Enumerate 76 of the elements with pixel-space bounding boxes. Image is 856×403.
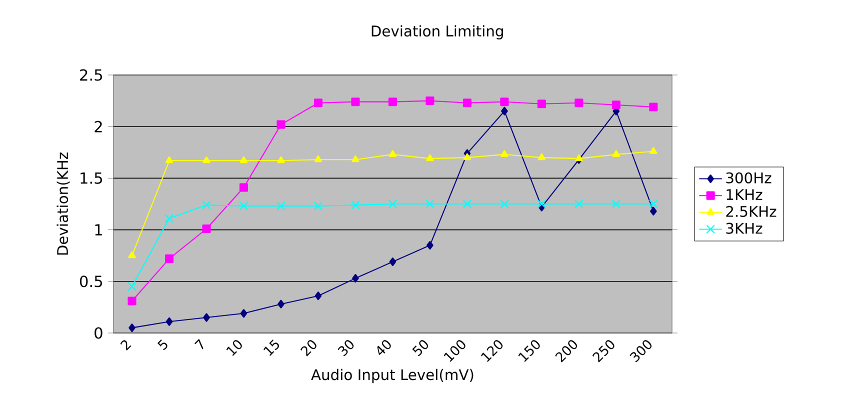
x-tick-label: 50 (412, 340, 428, 356)
legend-label: 1KHz (726, 189, 762, 200)
point (426, 241, 434, 250)
point (650, 206, 657, 216)
point (314, 98, 322, 108)
point (277, 156, 285, 164)
x-tick-label: 250 (592, 340, 614, 362)
point (239, 202, 248, 210)
point (276, 120, 286, 129)
point (166, 317, 173, 326)
x-tick-label: 20 (300, 340, 316, 356)
x-tick-label: 40 (377, 340, 391, 355)
point (500, 150, 508, 157)
point (537, 100, 546, 108)
x-axis-title: Audio Input Level(mV) (311, 368, 474, 384)
point (538, 153, 546, 160)
point (128, 251, 136, 258)
point (463, 153, 472, 160)
chart-title: Deviation Limiting (372, 25, 503, 40)
point (389, 258, 396, 266)
legend-label: 300Hz (726, 172, 772, 184)
point (128, 296, 136, 306)
point (202, 156, 210, 164)
point (388, 98, 397, 106)
y-tick-label: 2 (94, 120, 102, 132)
x-tick-label: 5 (157, 339, 168, 350)
point (462, 98, 472, 108)
point (388, 150, 397, 157)
point (612, 150, 620, 157)
point (240, 309, 248, 318)
point (314, 292, 322, 300)
x-tick-label: 150 (518, 340, 540, 362)
point (537, 200, 546, 208)
point (239, 183, 248, 192)
x-tick-label: 200 (555, 340, 578, 362)
point (612, 100, 620, 110)
point (164, 214, 174, 223)
point (426, 96, 434, 106)
point (164, 254, 174, 263)
point (128, 324, 136, 332)
x-tick-label: 7 (194, 339, 204, 350)
legend-label: 2.5KHz (726, 206, 776, 217)
x-tick-label: 100 (444, 340, 466, 362)
point (649, 102, 658, 112)
y-tick-label: 0.5 (80, 276, 102, 288)
x-tick-label: 120 (481, 340, 503, 362)
legend-label: 3KHz (726, 222, 762, 234)
point (202, 224, 211, 234)
point (501, 106, 508, 116)
point (352, 155, 360, 162)
x-tick-label: 2 (120, 340, 132, 350)
x-tick-label: 30 (338, 340, 354, 356)
point (240, 156, 248, 164)
point (612, 200, 620, 208)
point (575, 154, 583, 162)
point (388, 200, 397, 208)
point (314, 202, 322, 210)
y-tick-label: 0 (94, 327, 102, 339)
point (426, 154, 434, 162)
point (650, 147, 658, 154)
point (574, 98, 584, 108)
point (500, 98, 509, 106)
x-tick-label: 300 (630, 340, 652, 362)
point (352, 274, 359, 283)
point (314, 155, 322, 162)
y-tick-label: 2.5 (80, 69, 102, 81)
point (351, 98, 360, 106)
point (278, 300, 284, 308)
x-tick-label: 15 (264, 339, 280, 356)
y-axis-title: Deviation(KHz (56, 152, 70, 255)
point (165, 156, 174, 164)
point (462, 200, 472, 208)
x-tick-label: 10 (226, 340, 242, 356)
y-tick-label: 1 (95, 224, 102, 236)
y-tick-label: 1.5 (80, 172, 102, 184)
point (203, 313, 210, 322)
